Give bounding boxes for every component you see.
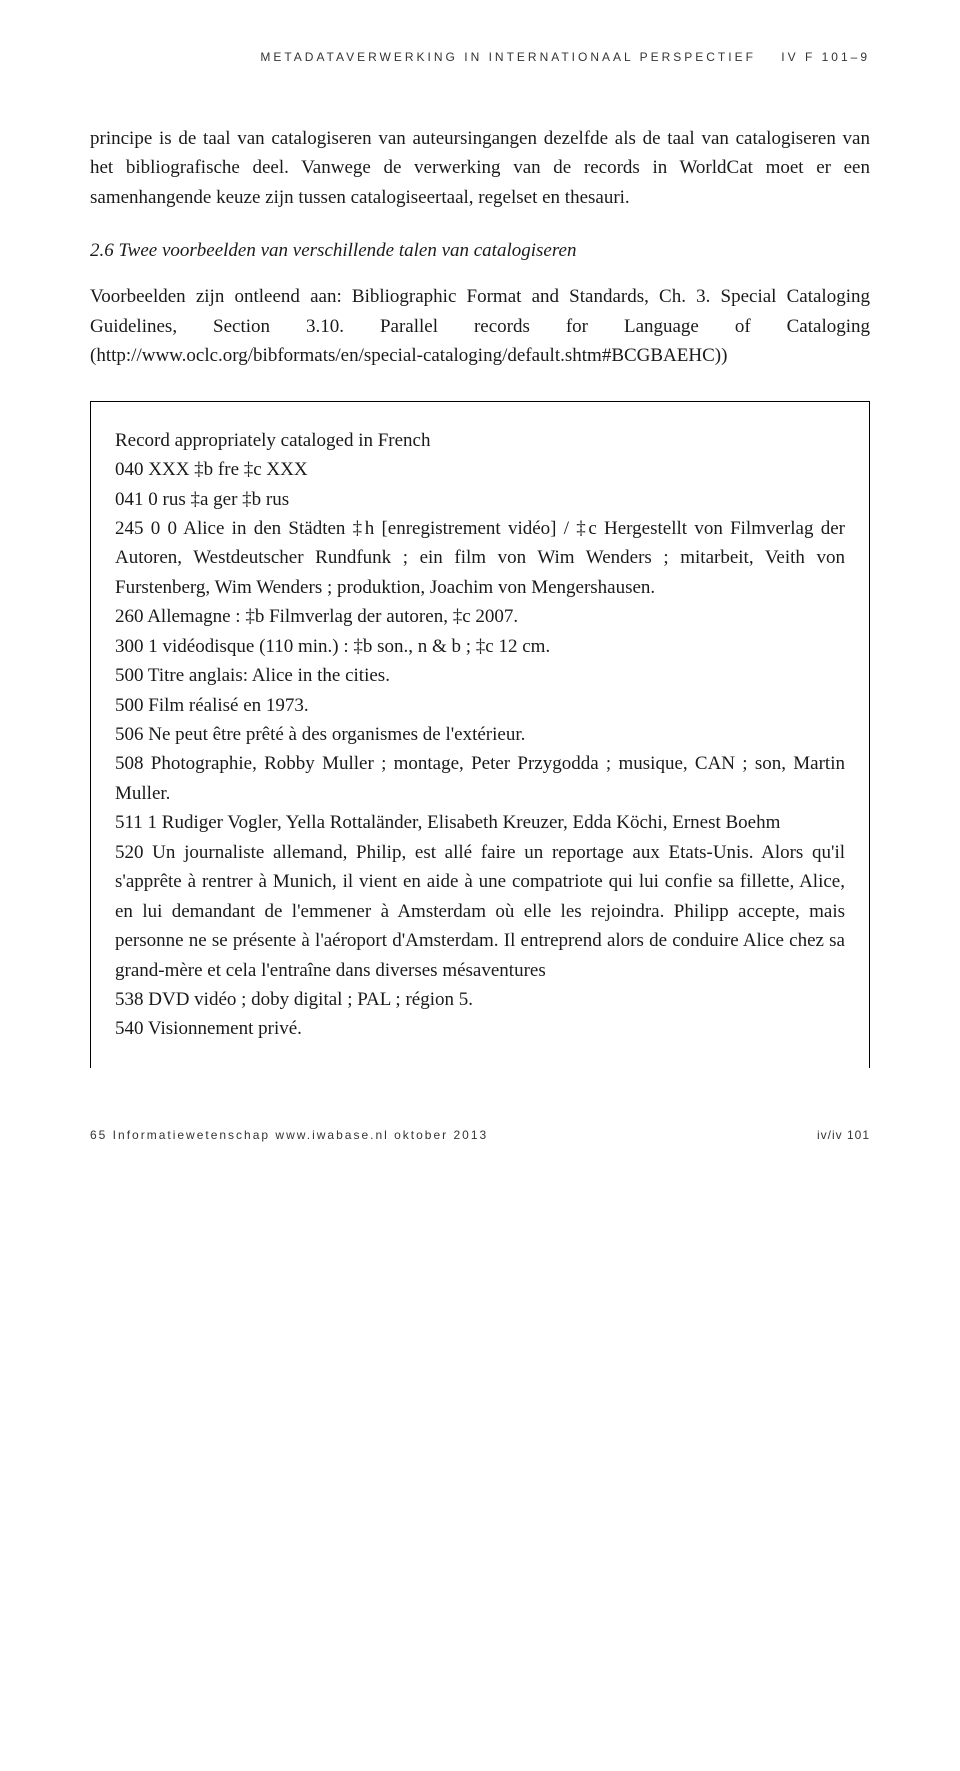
record-box: Record appropriately cataloged in French… (90, 401, 870, 1068)
record-line: 538 DVD vidéo ; doby digital ; PAL ; rég… (115, 985, 845, 1014)
page-container: METADATAVERWERKING IN INTERNATIONAAL PER… (0, 0, 960, 1182)
footer-left: 65 Informatiewetenschap www.iwabase.nl o… (90, 1128, 488, 1142)
running-header: METADATAVERWERKING IN INTERNATIONAAL PER… (90, 50, 870, 64)
record-line: 300 1 vidéodisque (110 min.) : ‡b son., … (115, 632, 845, 661)
record-line: 500 Titre anglais: Alice in the cities. (115, 661, 845, 690)
record-line: 040 XXX ‡b fre ‡c XXX (115, 455, 845, 484)
record-line: 508 Photographie, Robby Muller ; montage… (115, 749, 845, 808)
record-line: 511 1 Rudiger Vogler, Yella Rottaländer,… (115, 808, 845, 837)
record-line: 041 0 rus ‡a ger ‡b rus (115, 485, 845, 514)
body-paragraph-1: principe is de taal van catalogiseren va… (90, 124, 870, 212)
body-paragraph-2: Voorbeelden zijn ontleend aan: Bibliogra… (90, 282, 870, 370)
record-line: 520 Un journaliste allemand, Philip, est… (115, 838, 845, 985)
record-line: 245 0 0 Alice in den Städten ‡h [enregis… (115, 514, 845, 602)
record-line: 260 Allemagne : ‡b Filmverlag der autore… (115, 602, 845, 631)
record-title: Record appropriately cataloged in French (115, 426, 845, 455)
footer-right: iv/iv 101 (817, 1128, 870, 1142)
section-code: IV F 101–9 (781, 50, 870, 64)
running-title: METADATAVERWERKING IN INTERNATIONAAL PER… (260, 50, 756, 64)
record-line: 506 Ne peut être prêté à des organismes … (115, 720, 845, 749)
section-heading: 2.6 Twee voorbeelden van verschillende t… (90, 240, 870, 262)
page-footer: 65 Informatiewetenschap www.iwabase.nl o… (90, 1128, 870, 1142)
record-line: 500 Film réalisé en 1973. (115, 691, 845, 720)
record-line: 540 Visionnement privé. (115, 1014, 845, 1043)
